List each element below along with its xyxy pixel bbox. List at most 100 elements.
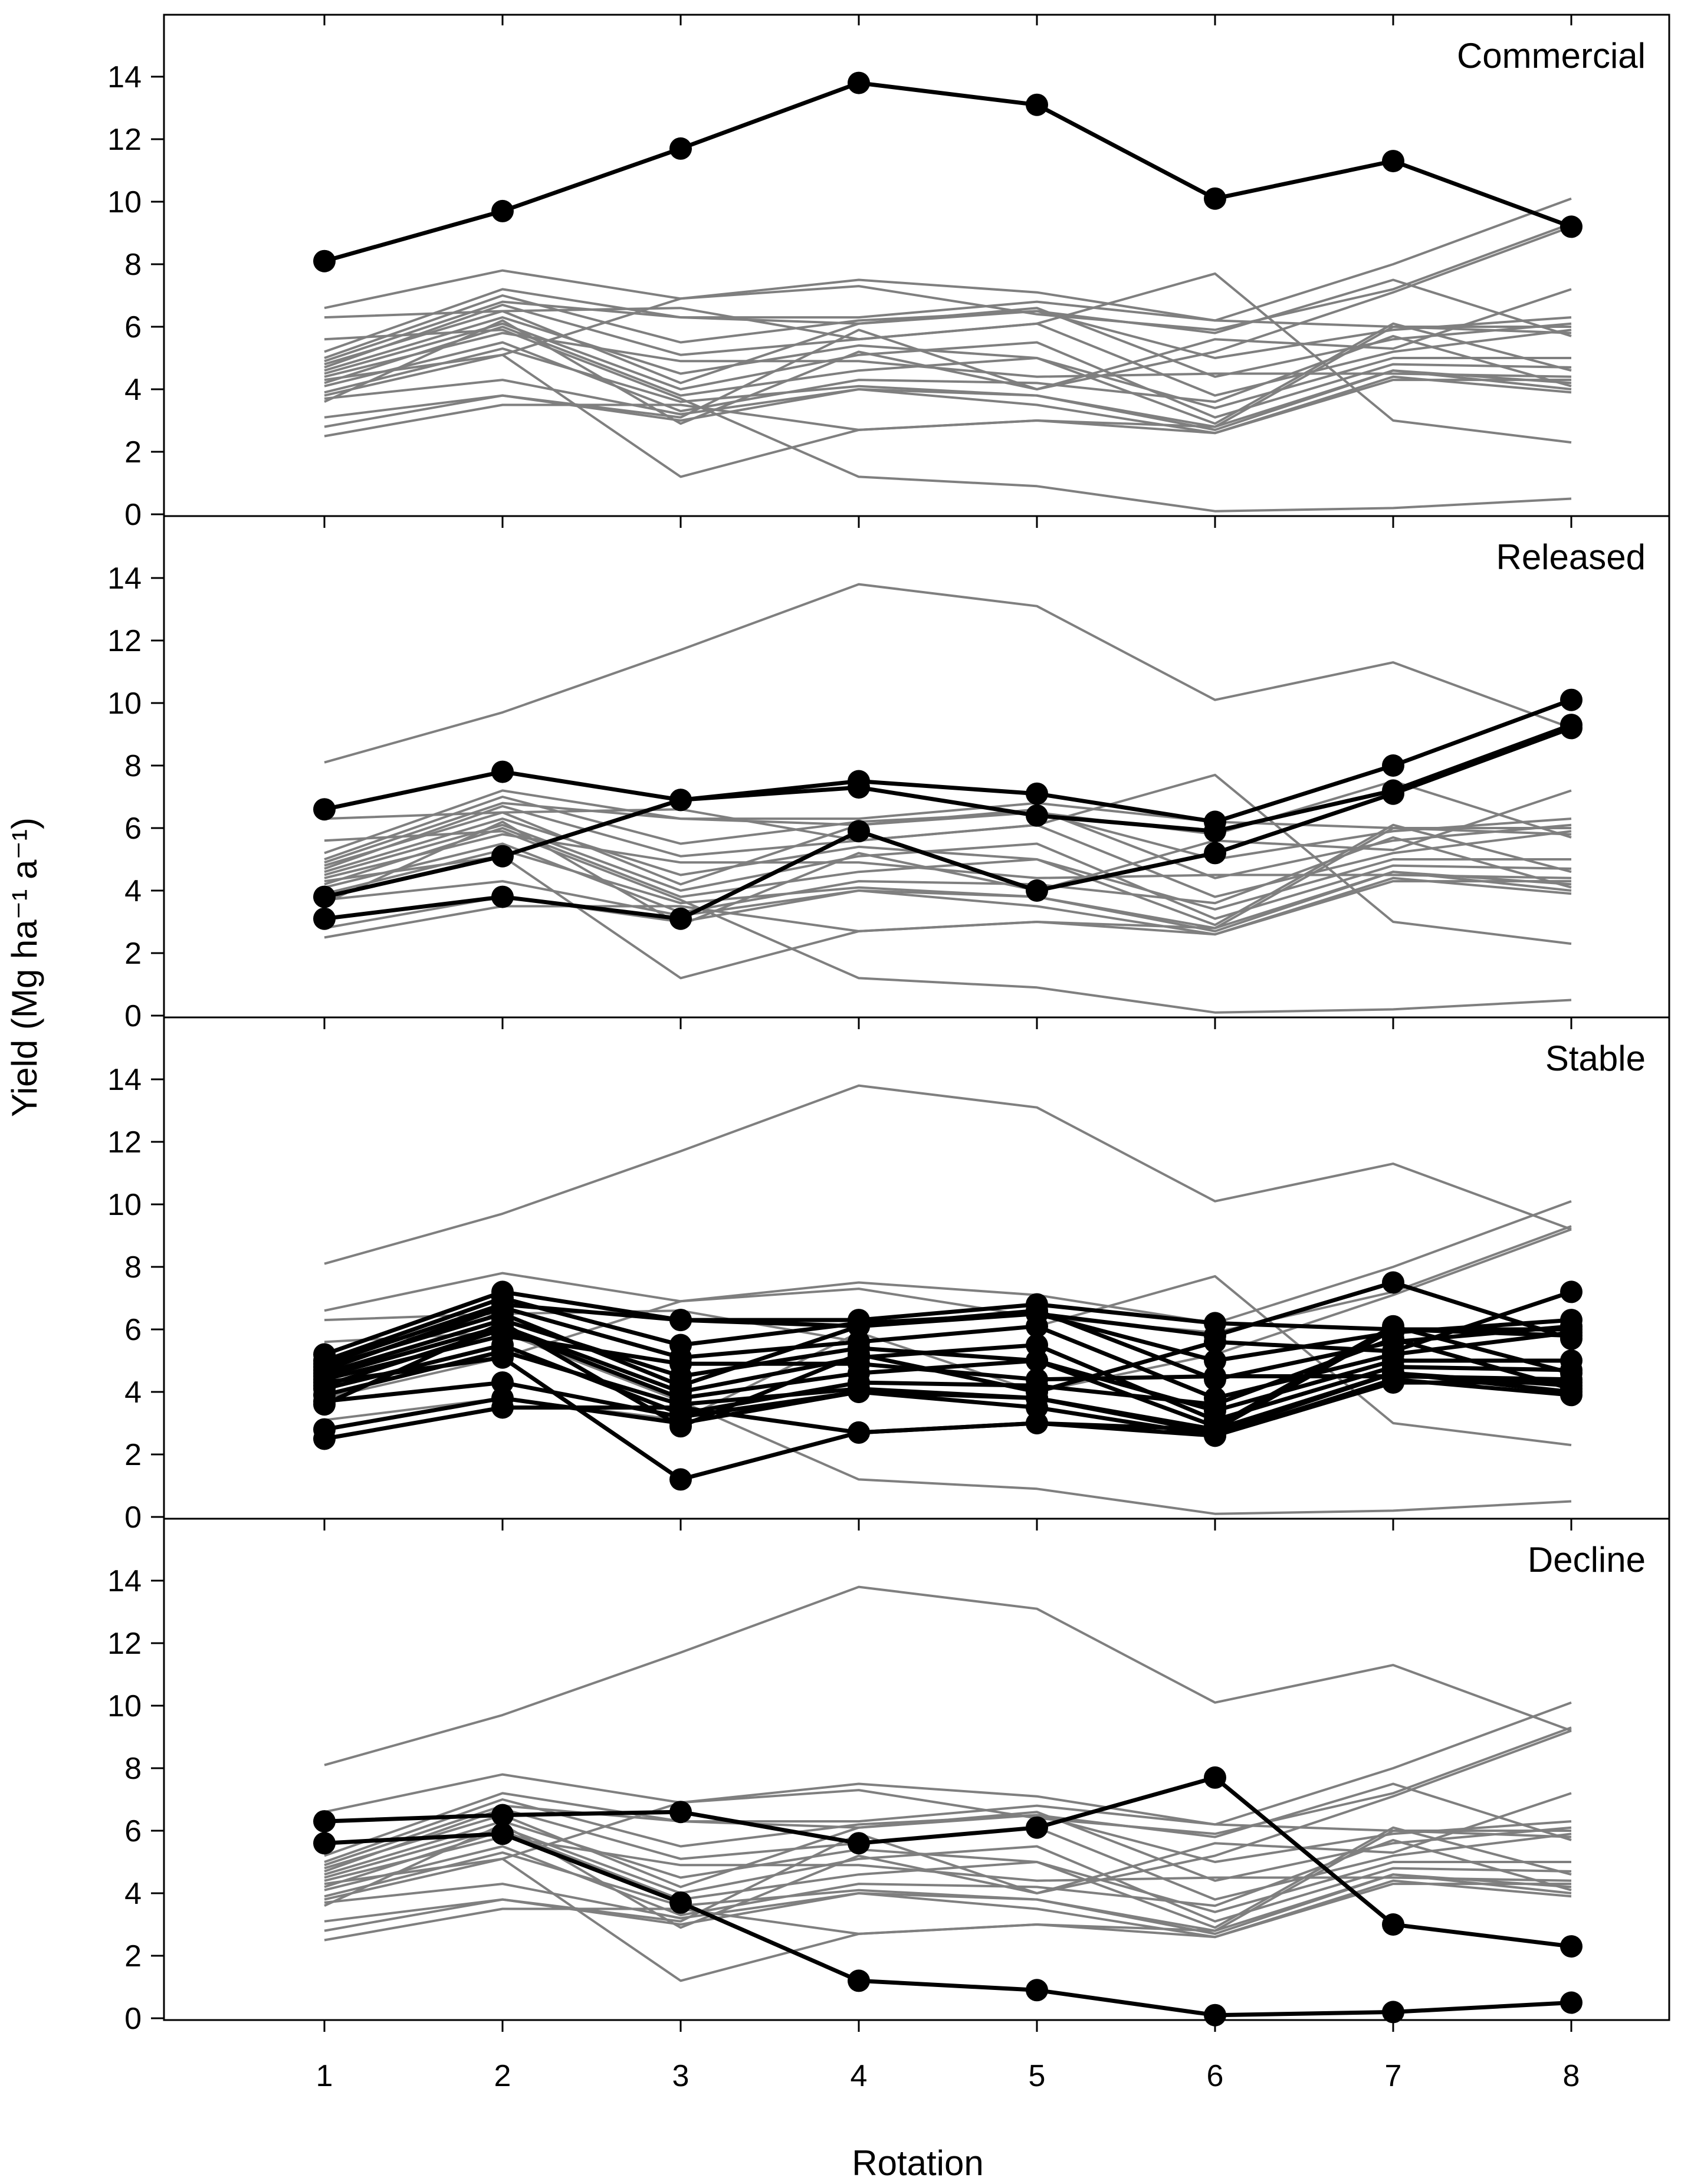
highlight-series-line [324,1775,1572,1949]
data-point [313,1810,336,1833]
data-point [491,760,514,783]
background-series-line [324,329,1572,513]
y-tick-label: 2 [124,1438,142,1472]
data-point [1204,1424,1226,1447]
x-axis: 1 2 3 4 5 6 7 8 [316,2059,1580,2093]
data-point [1382,1271,1404,1294]
panel-title: Released [1496,537,1646,577]
y-tick-label: 10 [107,687,142,721]
data-point [1382,1340,1404,1363]
data-point [848,1832,870,1855]
background-series-line [324,369,1572,431]
panel-released: 0 2 4 6 8 10 12 14 Released [107,515,1670,1033]
data-point [669,1352,692,1375]
highlight-series-line [323,1289,1571,1357]
data-point [1560,688,1582,711]
background-series-line [324,1726,1572,1901]
data-point [1204,1766,1226,1789]
data-point [1204,1331,1226,1354]
background-series-line [324,855,1571,980]
data-point [669,1412,692,1434]
background-series-line [324,1200,1572,1325]
x-tick-label: 6 [1207,2059,1224,2093]
background-series-line [324,272,1572,444]
panel-frame [163,1518,1670,2021]
data-point [1204,820,1226,843]
background-series-line [324,316,1571,409]
data-point [313,249,336,272]
x-tick-label: 5 [1029,2059,1046,2093]
data-point [1382,150,1404,173]
data-point [1382,2001,1404,2024]
data-point [491,1371,514,1394]
data-point [313,1371,336,1394]
background-series-line [324,1873,1572,1935]
data-point [313,798,336,821]
data-point [1204,1365,1226,1388]
data-point [669,907,692,930]
background-series-line [324,1820,1571,1913]
panels-layer: 0 2 4 6 8 10 12 14 Commercial 02468101214Released… [107,14,1670,2093]
y-tick-label: 0 [124,1500,142,1535]
panel-title: Commercial [1457,36,1646,75]
y-tick-label: 14 [107,1063,142,1097]
data-point [1204,187,1226,210]
data-point [669,137,692,160]
x-tick-label: 2 [494,2059,511,2093]
data-point [491,885,514,908]
data-point [491,1822,514,1845]
data-point [313,1393,336,1416]
background-series-line [324,225,1572,419]
y-tick-label: 6 [124,812,142,846]
data-point [1026,782,1048,805]
y-tick-label: 12 [107,1125,142,1160]
data-point [313,885,336,908]
data-point [491,1396,514,1419]
data-point [669,789,692,812]
highlight-series-line [323,1305,1572,1401]
data-point [1382,754,1404,777]
data-point [1560,1324,1582,1347]
data-point [1382,1371,1404,1394]
panel-stable: 0 2 4 6 8 10 12 14 Stable [107,1016,1670,1535]
y-tick-label: 8 [124,1752,142,1786]
background-series-line [324,1792,1571,1857]
y-tick-label: 14 [107,60,142,94]
data-point [1382,1318,1404,1341]
data-point [1026,1349,1048,1372]
y-tick-label: 6 [124,310,142,344]
data-point [669,1468,692,1491]
y-tick-label: 2 [124,937,142,971]
y-tick-label: 8 [124,248,142,282]
x-tick-label: 7 [1385,2059,1402,2093]
data-point [1026,1412,1048,1434]
data-point [848,820,870,843]
y-tick-label: 12 [107,123,142,157]
background-series-line [324,1701,1572,1826]
data-point [313,907,336,930]
panel-decline: 0 2 4 6 8 10 12 14 Decline [107,1518,1670,2036]
y-tick-label: 4 [124,1877,142,1911]
background-series-line [324,1804,1572,1867]
data-point [1560,1371,1582,1394]
y-tick-label: 2 [124,1939,142,1973]
highlight-series-line [323,1290,1572,1428]
highlight-series-line [323,1318,1571,1413]
x-tick-label: 8 [1563,2059,1580,2093]
y-tick-label: 14 [107,1564,142,1598]
data-point [1026,1979,1048,2002]
y-tick-label: 10 [107,1689,142,1723]
background-series-line [324,789,1571,855]
data-point [1204,1393,1226,1416]
data-point [1026,1816,1048,1839]
background-series-line [324,773,1572,945]
panel-commercial: 0 2 4 6 8 10 12 14 Commercial [107,14,1670,532]
y-tick-label: 0 [124,498,142,532]
highlight-series-line [324,81,1572,264]
data-point [1204,1349,1226,1372]
data-point [669,1891,692,1914]
data-point [1560,215,1582,238]
data-point [848,71,870,94]
background-series-line [324,1879,1572,1939]
